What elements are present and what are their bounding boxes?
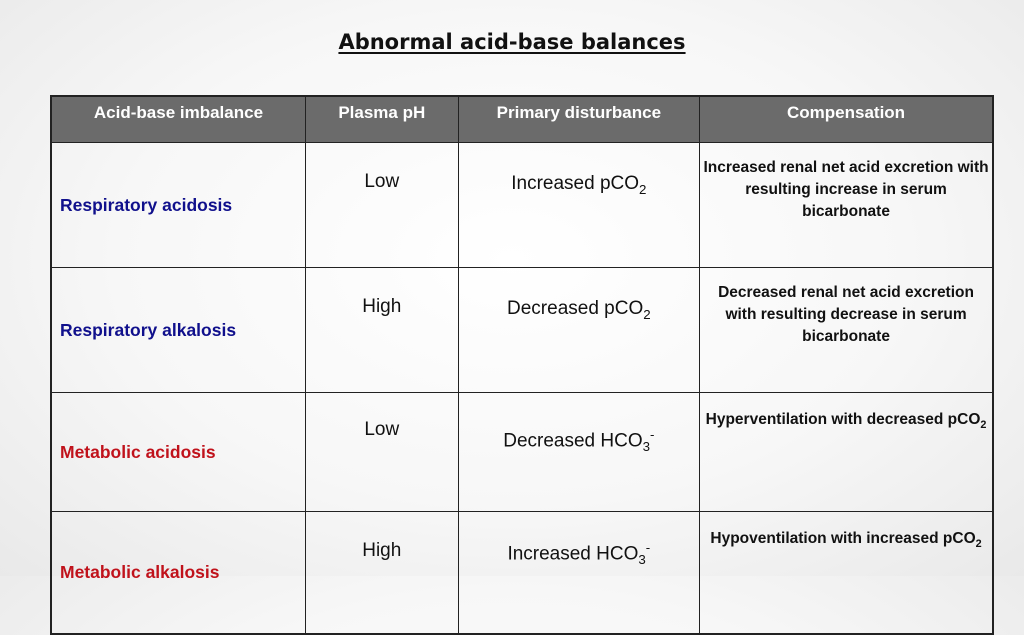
ph-cell: High xyxy=(304,511,459,635)
disturbance-text: Increased pCO xyxy=(511,173,640,194)
disturbance-text: Decreased pCO xyxy=(507,298,644,319)
acid-base-table: Acid-base imbalance Plasma pH Primary di… xyxy=(50,95,994,635)
disturbance-text: Increased HCO xyxy=(507,543,639,565)
disturbance-cell: Decreased HCO3- xyxy=(457,392,701,512)
disturbance-subscript: 2 xyxy=(639,181,647,197)
column-header-ph: Plasma pH xyxy=(304,96,459,143)
column-header-disturbance: Primary disturbance xyxy=(457,96,700,143)
disturbance-superscript: - xyxy=(645,540,651,555)
table-row: Respiratory acidosis Low Increased pCO2 … xyxy=(50,142,994,268)
disturbance-superscript: - xyxy=(650,427,655,442)
table-row: Respiratory alkalosis High Decreased pCO… xyxy=(50,267,994,393)
disturbance-text: Decreased HCO xyxy=(503,430,643,452)
table-row: Metabolic alkalosis High Increased HCO3-… xyxy=(50,511,994,635)
compensation-cell: Increased renal net acid excretion with … xyxy=(699,142,994,268)
imbalance-cell: Metabolic acidosis xyxy=(50,392,306,512)
ph-cell: Low xyxy=(304,142,459,268)
disturbance-cell: Decreased pCO2 xyxy=(457,267,701,393)
compensation-text: Increased renal net acid excretion with … xyxy=(703,159,989,220)
ph-cell: High xyxy=(304,267,459,393)
table-row: Metabolic acidosis Low Decreased HCO3- H… xyxy=(50,392,994,512)
ph-cell: Low xyxy=(304,392,459,512)
column-header-imbalance: Acid-base imbalance xyxy=(50,96,306,143)
imbalance-cell: Respiratory acidosis xyxy=(50,142,306,268)
imbalance-cell: Respiratory alkalosis xyxy=(50,267,306,393)
compensation-subscript: 2 xyxy=(975,538,982,551)
column-header-compensation: Compensation xyxy=(699,96,993,143)
compensation-cell: Hyperventilation with decreased pCO2 xyxy=(699,392,994,512)
compensation-subscript: 2 xyxy=(980,419,987,432)
compensation-text: Hyperventilation with decreased pCO xyxy=(705,411,981,428)
compensation-cell: Hypoventilation with increased pCO2 xyxy=(699,511,994,635)
imbalance-cell: Metabolic alkalosis xyxy=(50,511,306,635)
disturbance-cell: Increased pCO2 xyxy=(457,142,701,268)
table-header-row: Acid-base imbalance Plasma pH Primary di… xyxy=(50,96,993,143)
disturbance-subscript: 2 xyxy=(643,306,651,322)
compensation-text: Hypoventilation with increased pCO xyxy=(710,530,976,547)
compensation-text: Decreased renal net acid excretion with … xyxy=(718,284,974,345)
disturbance-cell: Increased HCO3- xyxy=(457,511,701,635)
disturbance-subscript: 3 xyxy=(642,439,651,455)
compensation-cell: Decreased renal net acid excretion with … xyxy=(699,267,994,393)
disturbance-subscript: 3 xyxy=(638,552,646,568)
page-title: Abnormal acid-base balances xyxy=(338,30,686,54)
